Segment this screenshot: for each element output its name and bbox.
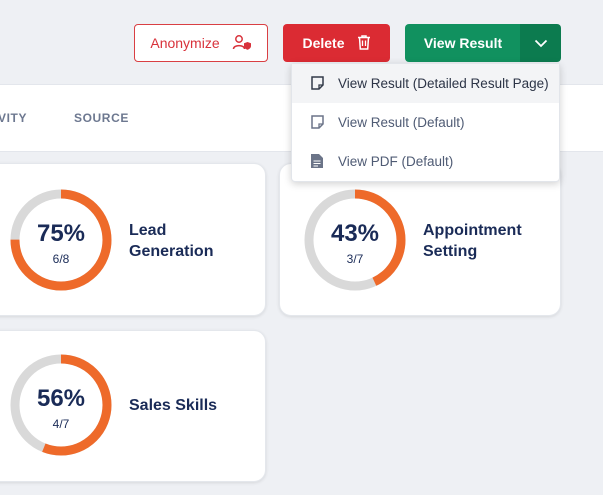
progress-ring: [10, 189, 112, 291]
view-result-label: View Result: [423, 35, 503, 51]
progress-ring-fill: [304, 189, 406, 291]
skill-card-appointment-setting[interactable]: 43% 3/7 Appointment Setting: [279, 163, 561, 316]
skill-card-sales-skills[interactable]: 56% 4/7 Sales Skills: [0, 330, 266, 482]
delete-label: Delete: [302, 35, 345, 51]
fraction-value: 3/7: [346, 252, 364, 266]
view-result-button[interactable]: View Result: [405, 24, 521, 62]
user-shield-icon: [232, 34, 252, 53]
progress-ring-fill: [10, 189, 112, 291]
progress-ring-fill: [10, 354, 112, 456]
menu-item-label: View PDF (Default): [338, 154, 454, 169]
view-result-dropdown-toggle[interactable]: [520, 24, 561, 62]
menu-item-view-result-detailed[interactable]: View Result (Detailed Result Page): [292, 64, 559, 103]
anonymize-label: Anonymize: [150, 35, 220, 51]
trash-icon: [357, 34, 371, 53]
note-icon: [311, 115, 324, 132]
percent-value: 56%: [36, 385, 86, 412]
document-icon: [311, 154, 323, 171]
anonymize-button[interactable]: Anonymize: [134, 24, 268, 62]
progress-ring: [10, 354, 112, 456]
skill-card-lead-generation[interactable]: 75% 6/8 Lead Generation: [0, 163, 266, 316]
menu-item-label: View Result (Default): [338, 115, 465, 130]
card-title: Appointment Setting: [423, 222, 522, 260]
fraction-value: 6/8: [52, 252, 70, 266]
menu-item-label: View Result (Detailed Result Page): [338, 76, 549, 91]
note-icon: [311, 76, 324, 93]
card-title: Sales Skills: [129, 397, 218, 414]
menu-item-view-pdf-default[interactable]: View PDF (Default): [292, 142, 559, 181]
tab-activity[interactable]: VITY: [0, 111, 28, 125]
fraction-value: 4/7: [52, 417, 70, 431]
delete-button[interactable]: Delete: [283, 24, 390, 62]
percent-value: 43%: [330, 220, 380, 247]
menu-item-view-result-default[interactable]: View Result (Default): [292, 103, 559, 142]
chevron-down-icon: [534, 35, 548, 51]
view-result-menu: View Result (Detailed Result Page) View …: [291, 63, 560, 182]
progress-ring: [304, 189, 406, 291]
card-title: Lead Generation: [129, 222, 214, 260]
tab-source[interactable]: SOURCE: [74, 111, 129, 125]
percent-value: 75%: [36, 220, 86, 247]
